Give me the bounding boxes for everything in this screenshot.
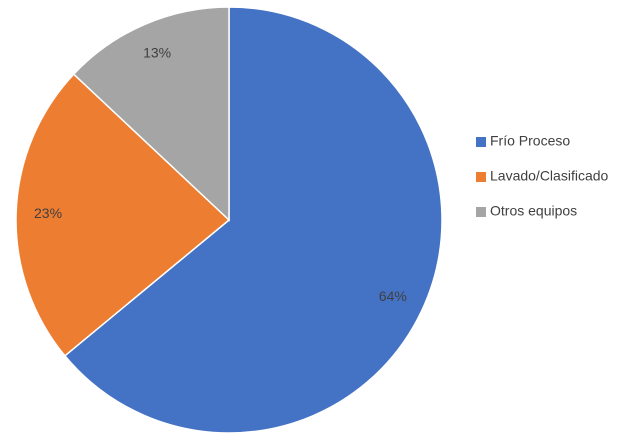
pie-slice bbox=[63, 6, 443, 433]
legend-swatch bbox=[476, 172, 486, 182]
legend-label: Otros equipos bbox=[490, 203, 577, 219]
pie-slice bbox=[72, 6, 230, 222]
legend-swatch bbox=[476, 137, 486, 147]
legend-label: Frío Proceso bbox=[490, 133, 570, 149]
pie-slice bbox=[15, 73, 231, 357]
data-label: 64% bbox=[379, 288, 407, 304]
data-label: 23% bbox=[34, 205, 62, 221]
data-label: 13% bbox=[143, 45, 171, 61]
legend-swatch bbox=[476, 207, 486, 217]
legend-label: Lavado/Clasificado bbox=[490, 168, 609, 184]
